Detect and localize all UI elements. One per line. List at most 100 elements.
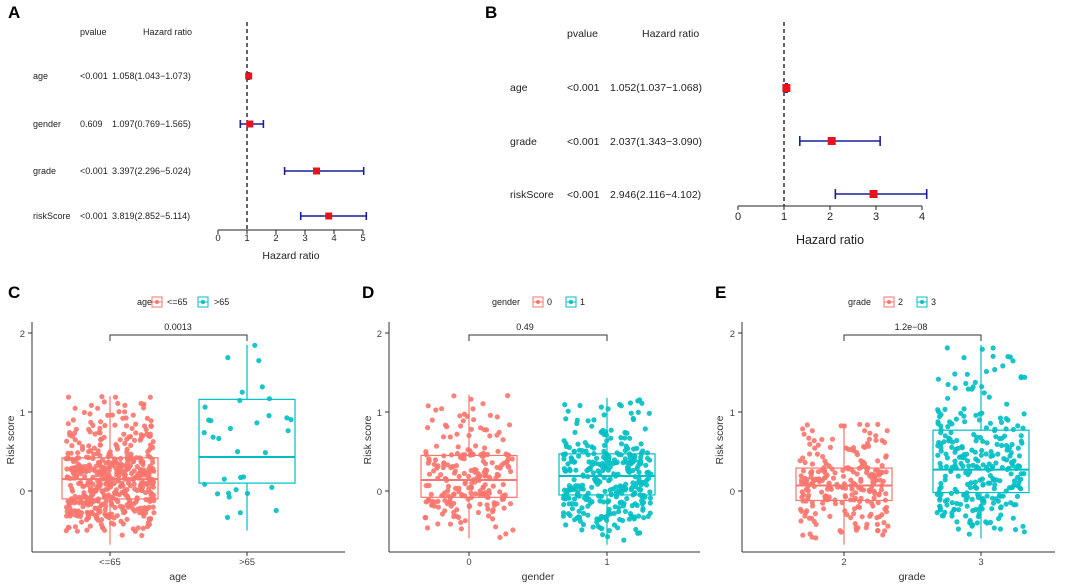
data-point (627, 400, 634, 406)
data-point (565, 408, 571, 414)
data-point (988, 453, 994, 459)
forest-plot-b: pvalue Hazard ratio age <0.001 1.052(1.0… (510, 22, 928, 247)
data-point (979, 447, 985, 454)
data-point (961, 355, 967, 361)
data-point (640, 505, 646, 512)
box (420, 454, 518, 498)
p-value: 0.49 (516, 322, 534, 332)
data-point (102, 507, 108, 513)
data-point (882, 439, 888, 445)
boxplot-e: grade 2 3 1.2e−08 0 1 2 Risk score 2 3 g… (714, 296, 1055, 583)
data-point (628, 486, 634, 493)
data-point (963, 497, 969, 503)
data-point (826, 463, 832, 469)
data-point (1010, 515, 1016, 521)
data-point (214, 491, 221, 497)
data-point (622, 429, 628, 436)
hazard-point (782, 84, 791, 92)
data-point (576, 447, 583, 453)
data-point (119, 532, 125, 538)
data-point (1004, 401, 1010, 407)
p-value: 1.2e−08 (895, 322, 928, 332)
data-point (997, 526, 1004, 532)
x-tick-label: 1 (781, 211, 787, 223)
data-point (962, 419, 968, 425)
data-point (857, 421, 863, 427)
data-point (423, 449, 429, 455)
row-label: riskScore (510, 189, 554, 201)
data-point (857, 498, 863, 505)
data-point (429, 417, 435, 423)
data-point (813, 535, 819, 541)
data-point (435, 504, 441, 510)
data-point (952, 371, 958, 377)
row-label: grade (33, 166, 56, 176)
data-point (508, 468, 514, 475)
data-point (103, 499, 109, 505)
box (198, 398, 296, 484)
data-point (506, 464, 512, 470)
data-point (442, 422, 449, 428)
data-point (87, 523, 93, 529)
data-point (69, 433, 76, 439)
data-point (141, 423, 148, 429)
data-point (91, 445, 97, 451)
data-point (799, 480, 805, 486)
data-point (1008, 450, 1014, 456)
data-point (560, 495, 567, 501)
data-point (861, 487, 867, 493)
data-point (486, 490, 492, 496)
data-point (938, 430, 944, 436)
hazard-point (246, 120, 254, 128)
data-point (126, 434, 132, 440)
data-point (877, 477, 883, 483)
data-point (983, 368, 990, 375)
data-point (84, 509, 90, 515)
data-point (605, 406, 611, 412)
data-point (67, 430, 73, 436)
data-point (425, 425, 431, 431)
data-point (117, 437, 123, 443)
data-point (486, 513, 492, 519)
data-point (813, 521, 819, 528)
data-point (561, 501, 567, 508)
data-point (571, 496, 578, 502)
data-point (137, 510, 143, 516)
data-point (617, 483, 623, 489)
data-point (116, 409, 122, 415)
data-point (72, 405, 78, 411)
data-point (945, 424, 951, 430)
data-point (74, 528, 80, 534)
data-point (69, 443, 75, 449)
data-point (484, 502, 490, 508)
data-point (943, 464, 950, 470)
data-point (494, 471, 500, 477)
data-point (482, 461, 489, 467)
data-point (106, 467, 112, 474)
data-point (807, 531, 813, 537)
hazard-point (245, 72, 253, 80)
data-point (808, 470, 814, 476)
data-point (451, 513, 457, 520)
box (558, 453, 656, 496)
y-axis-title: Risk score (362, 415, 374, 464)
data-point (95, 405, 101, 411)
data-point (447, 521, 454, 527)
y-tick-label: 0 (377, 487, 382, 498)
data-point (595, 477, 601, 483)
x-axis-title: age (169, 571, 187, 583)
data-point (1020, 523, 1026, 529)
data-point (497, 534, 503, 541)
data-point (561, 456, 567, 462)
data-point (874, 521, 881, 528)
data-point (937, 497, 943, 503)
data-point (125, 464, 132, 470)
data-point (945, 395, 951, 401)
data-point (202, 481, 208, 487)
row-label: age (510, 82, 528, 94)
data-point (830, 475, 837, 481)
legend-key-dot (536, 300, 540, 304)
data-point (811, 438, 817, 444)
legend-label: 1 (580, 297, 585, 307)
data-point (431, 499, 437, 505)
